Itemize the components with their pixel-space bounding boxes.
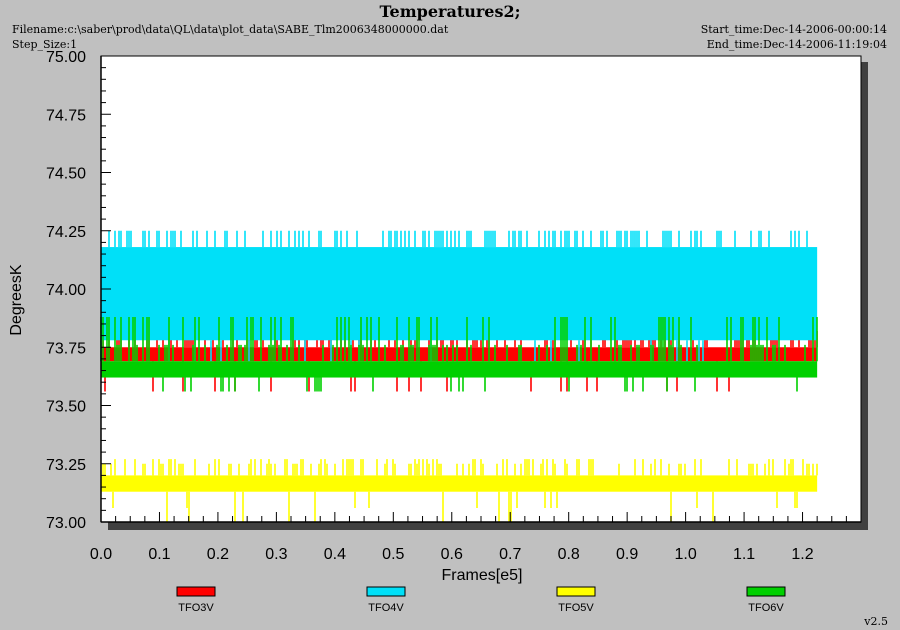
chart-title: Temperatures2; (379, 2, 521, 21)
legend-swatch (176, 586, 216, 597)
legend-item-tfo5v: TFO5V (556, 586, 596, 614)
y-tick-label: 74.25 (46, 224, 86, 241)
legend-label: TFO4V (368, 602, 404, 614)
legend-swatch (366, 586, 406, 597)
x-tick-label: 1.1 (733, 546, 755, 563)
x-tick-label: 0.4 (324, 546, 346, 563)
y-tick-label: 73.00 (46, 515, 86, 532)
y-tick-label: 74.00 (46, 282, 86, 299)
series-band-tfo5v (101, 475, 818, 492)
y-tick-label: 74.75 (46, 107, 86, 124)
legend: TFO3V TFO4V TFO5V TFO6V (176, 586, 786, 614)
x-axis-label: Frames[e5] (442, 567, 523, 584)
x-tick-label: 0.3 (265, 546, 287, 563)
series-band-tfo3v (101, 347, 818, 362)
x-tick-label: 1.2 (791, 546, 813, 563)
legend-label: TFO3V (178, 602, 214, 614)
y-axis-label: DegreesK (8, 264, 25, 335)
legend-item-tfo4v: TFO4V (366, 586, 406, 614)
series-band-tfo4v (101, 247, 818, 341)
legend-swatch (746, 586, 786, 597)
legend-label: TFO5V (558, 602, 594, 614)
series-layer (100, 230, 818, 522)
x-tick-label: 1.0 (674, 546, 696, 563)
y-tick-label: 73.50 (46, 399, 86, 416)
x-tick-label: 0.7 (499, 546, 521, 563)
series-line-tfo5v (102, 459, 818, 522)
legend-item-tfo3v: TFO3V (176, 586, 216, 614)
y-tick-label: 73.25 (46, 457, 86, 474)
y-tick-label: 73.75 (46, 340, 86, 357)
x-tick-label: 0.2 (207, 546, 229, 563)
x-tick-label: 0.1 (148, 546, 170, 563)
y-tick-label: 74.50 (46, 166, 86, 183)
series-band-tfo6v (101, 361, 818, 378)
x-tick-label: 0.6 (441, 546, 463, 563)
legend-swatch (556, 586, 596, 597)
start-time-label: Start_time:Dec-14-2006-00:00:14 (700, 23, 887, 36)
filename-label: Filename:c:\saber\prod\data\QL\data\plot… (12, 23, 449, 36)
x-tick-label: 0.0 (90, 546, 112, 563)
axes-layer: 73.00 73.25 73.50 73.75 74.00 74.25 74.50 74.75… (46, 49, 862, 563)
legend-label: TFO6V (748, 602, 784, 614)
x-tick-label: 0.8 (558, 546, 580, 563)
end-time-label: End_time:Dec-14-2006-11:19:04 (706, 38, 887, 51)
series-tfo5v (101, 459, 818, 522)
x-tick-label: 0.9 (616, 546, 638, 563)
step-size-label: Step_Size:1 (12, 38, 78, 51)
y-tick-label: 75.00 (46, 49, 86, 66)
version-label: v2.5 (864, 615, 888, 628)
legend-item-tfo6v: TFO6V (746, 586, 786, 614)
x-tick-label: 0.5 (382, 546, 404, 563)
